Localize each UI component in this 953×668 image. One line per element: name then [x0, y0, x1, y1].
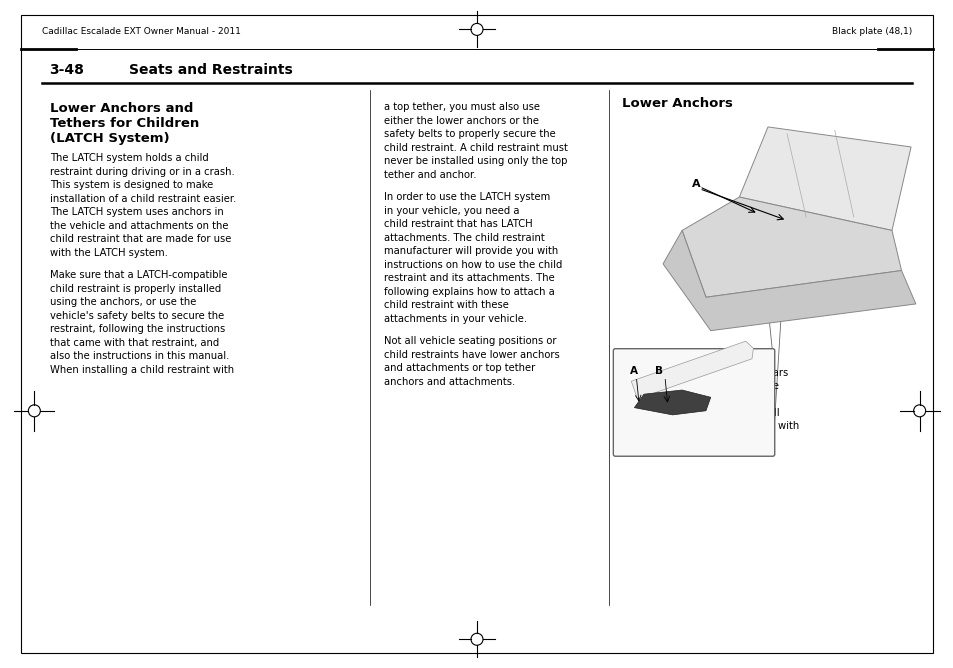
Text: following explains how to attach a: following explains how to attach a — [383, 287, 554, 297]
Text: child restraint with these: child restraint with these — [383, 300, 508, 310]
Text: Lower Anchors: Lower Anchors — [621, 97, 732, 110]
Text: child restraints have lower anchors: child restraints have lower anchors — [383, 350, 558, 359]
Text: The LATCH system uses anchors in: The LATCH system uses anchors in — [50, 207, 223, 217]
Text: never be installed using only the top: never be installed using only the top — [383, 156, 566, 166]
Text: either the lower anchors or the: either the lower anchors or the — [383, 116, 537, 126]
Text: anchors and attachments.: anchors and attachments. — [383, 377, 515, 387]
Text: The LATCH system holds a child: The LATCH system holds a child — [50, 153, 208, 163]
Text: attachments. The child restraint: attachments. The child restraint — [383, 232, 544, 242]
Text: and attachments or top tether: and attachments or top tether — [383, 363, 535, 373]
Text: lower attachments (B).: lower attachments (B). — [621, 435, 736, 445]
Text: restraint during driving or in a crash.: restraint during driving or in a crash. — [50, 167, 234, 177]
Text: child restraint is properly installed: child restraint is properly installed — [50, 284, 221, 294]
Text: child restraint. A child restraint must: child restraint. A child restraint must — [383, 143, 567, 153]
Text: A: A — [691, 179, 700, 188]
Text: (LATCH System): (LATCH System) — [50, 132, 169, 145]
Text: B: B — [655, 366, 662, 376]
Text: in your vehicle, you need a: in your vehicle, you need a — [383, 206, 518, 216]
Text: restraint and its attachments. The: restraint and its attachments. The — [383, 273, 554, 283]
Text: tether and anchor.: tether and anchor. — [383, 170, 476, 180]
Polygon shape — [739, 127, 910, 230]
Text: In order to use the LATCH system: In order to use the LATCH system — [383, 192, 549, 202]
Text: This system is designed to make: This system is designed to make — [50, 180, 213, 190]
Text: accommodate a child restraint with: accommodate a child restraint with — [621, 422, 799, 432]
Polygon shape — [681, 197, 901, 297]
Text: Black plate (48,1): Black plate (48,1) — [831, 27, 911, 36]
Text: LATCH seating position that will: LATCH seating position that will — [621, 408, 779, 418]
Text: child restraint that has LATCH: child restraint that has LATCH — [383, 219, 532, 229]
Text: instructions on how to use the child: instructions on how to use the child — [383, 260, 561, 270]
FancyArrow shape — [631, 341, 753, 399]
Text: safety belts to properly secure the: safety belts to properly secure the — [383, 129, 555, 139]
Text: with the LATCH system.: with the LATCH system. — [50, 248, 168, 258]
Text: A: A — [629, 366, 637, 376]
Text: attachments in your vehicle.: attachments in your vehicle. — [383, 314, 526, 324]
Text: Lower anchors (A) are metal bars: Lower anchors (A) are metal bars — [621, 367, 787, 377]
Text: 3-48: 3-48 — [50, 63, 85, 77]
Text: Tethers for Children: Tethers for Children — [50, 117, 198, 130]
Text: a top tether, you must also use: a top tether, you must also use — [383, 102, 539, 112]
Text: the vehicle and attachments on the: the vehicle and attachments on the — [50, 220, 228, 230]
FancyBboxPatch shape — [613, 349, 774, 456]
Text: built into the vehicle. There are: built into the vehicle. There are — [621, 381, 779, 391]
Text: using the anchors, or use the: using the anchors, or use the — [50, 297, 195, 307]
Text: Seats and Restraints: Seats and Restraints — [129, 63, 293, 77]
Text: vehicle's safety belts to secure the: vehicle's safety belts to secure the — [50, 311, 224, 321]
Text: restraint, following the instructions: restraint, following the instructions — [50, 324, 225, 334]
Text: Cadillac Escalade EXT Owner Manual - 2011: Cadillac Escalade EXT Owner Manual - 201… — [42, 27, 240, 36]
Polygon shape — [662, 230, 915, 331]
Text: Lower Anchors and: Lower Anchors and — [50, 102, 193, 115]
Text: manufacturer will provide you with: manufacturer will provide you with — [383, 246, 558, 257]
Text: When installing a child restraint with: When installing a child restraint with — [50, 365, 233, 375]
Text: Make sure that a LATCH-compatible: Make sure that a LATCH-compatible — [50, 270, 227, 280]
Text: that came with that restraint, and: that came with that restraint, and — [50, 338, 218, 348]
Text: child restraint that are made for use: child restraint that are made for use — [50, 234, 231, 244]
Text: also the instructions in this manual.: also the instructions in this manual. — [50, 351, 229, 361]
Polygon shape — [634, 390, 710, 415]
Text: two lower anchors for each: two lower anchors for each — [621, 394, 757, 404]
Text: Not all vehicle seating positions or: Not all vehicle seating positions or — [383, 336, 556, 346]
Text: installation of a child restraint easier.: installation of a child restraint easier… — [50, 194, 235, 204]
